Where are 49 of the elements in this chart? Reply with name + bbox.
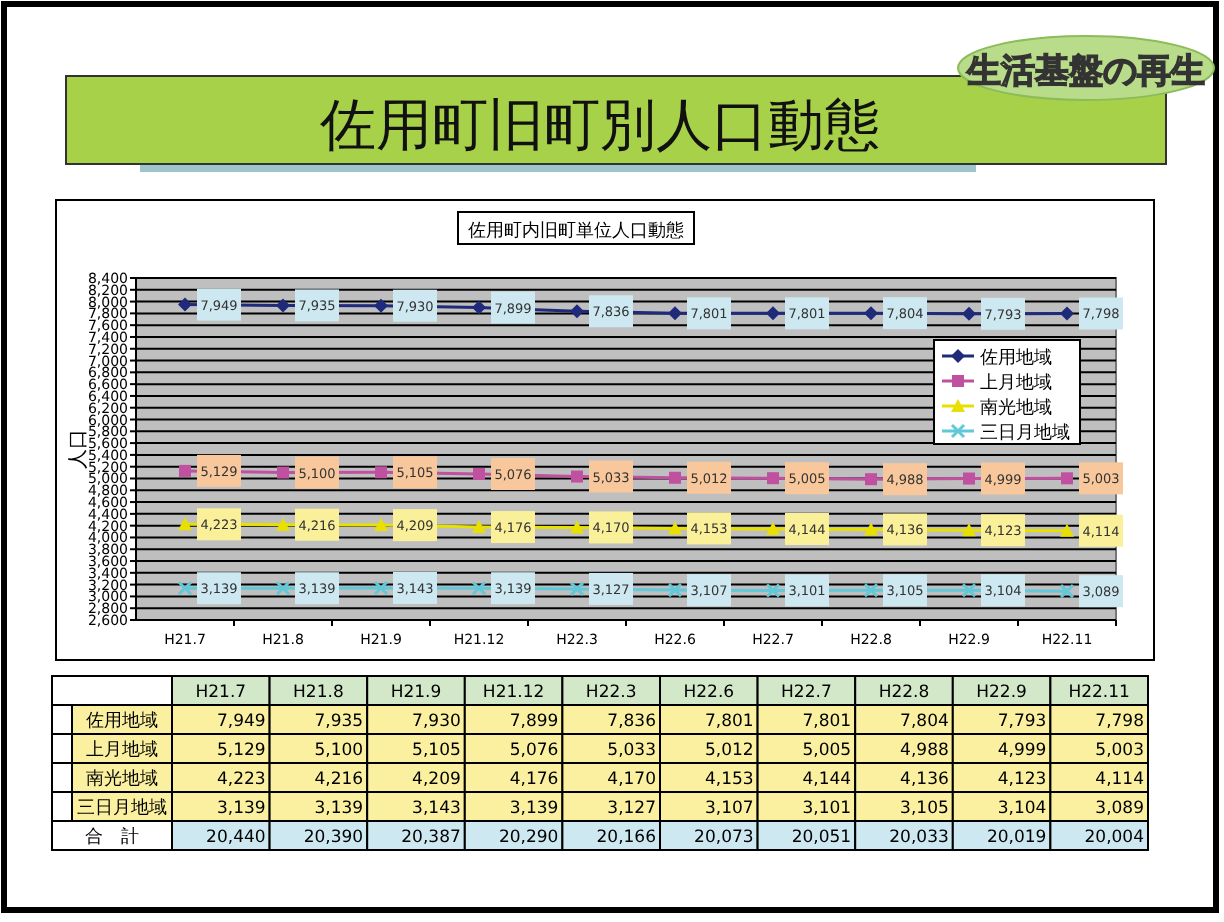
legend-label: 三日月地域 bbox=[980, 422, 1070, 444]
point bbox=[962, 523, 976, 537]
point bbox=[667, 582, 683, 598]
point bbox=[276, 298, 290, 313]
chart-title: 佐用町旧町別人口動態 bbox=[320, 92, 880, 158]
point bbox=[766, 306, 780, 321]
point bbox=[668, 306, 682, 321]
point bbox=[374, 298, 388, 313]
point bbox=[571, 470, 583, 483]
point bbox=[570, 304, 584, 319]
point bbox=[473, 468, 485, 480]
point bbox=[276, 517, 290, 531]
chart-subtitle: 佐用町内旧町単位人口動態 bbox=[468, 220, 684, 242]
point bbox=[864, 522, 878, 536]
point bbox=[471, 580, 487, 596]
point bbox=[177, 580, 193, 596]
point bbox=[569, 581, 585, 597]
point bbox=[1059, 583, 1075, 599]
point bbox=[472, 520, 486, 534]
point bbox=[863, 582, 879, 598]
point bbox=[1061, 472, 1073, 485]
legend-label: 上月地域 bbox=[980, 372, 1052, 394]
point bbox=[765, 582, 781, 598]
table: H21.7 H21.8 H21.9 H21.12 H22.3 H22.6 H22.7 H22.8 H22.9 H22.11 佐用地域 7,949 7,935 7,930 7,899 7,836 7,801 7,801 7,804 7,793 7,798 上月地域 5,129 5,100 5,105 5,076 5,033 5,012 5,005 4,988 4,999 5,003 南光地域 4,223 4,216 4,209 4,176 4,170 4,153 4,144 4,136 4,123 4,114 三日月地域 3,139 3,139 3,143 3,139 3,127 3,107 3,101 3,105 3,104 3,089 合 計 20,440 20,390 20,387 20,290 20,166 20,073 20,051 20,033 20,019 20,004 bbox=[51, 675, 1149, 851]
point bbox=[178, 517, 192, 531]
text: 生活基盤の再生 bbox=[965, 52, 1205, 92]
legend-label: 南光地域 bbox=[980, 397, 1052, 419]
y-axis-title: 人口 bbox=[68, 429, 90, 469]
point bbox=[961, 582, 977, 598]
legend-label: 佐用地域 bbox=[980, 347, 1052, 369]
point bbox=[962, 306, 976, 321]
point bbox=[669, 471, 681, 484]
point bbox=[865, 473, 877, 486]
point bbox=[179, 464, 191, 477]
point bbox=[963, 472, 975, 485]
point bbox=[277, 466, 289, 479]
point bbox=[767, 472, 779, 485]
point bbox=[1060, 523, 1074, 537]
point bbox=[668, 521, 682, 535]
point bbox=[275, 580, 291, 596]
point bbox=[374, 518, 388, 532]
point bbox=[864, 306, 878, 321]
point bbox=[375, 466, 387, 479]
point bbox=[472, 300, 486, 315]
point bbox=[570, 520, 584, 534]
point bbox=[178, 297, 192, 312]
point bbox=[373, 580, 389, 596]
point bbox=[1060, 306, 1074, 321]
point bbox=[766, 521, 780, 535]
